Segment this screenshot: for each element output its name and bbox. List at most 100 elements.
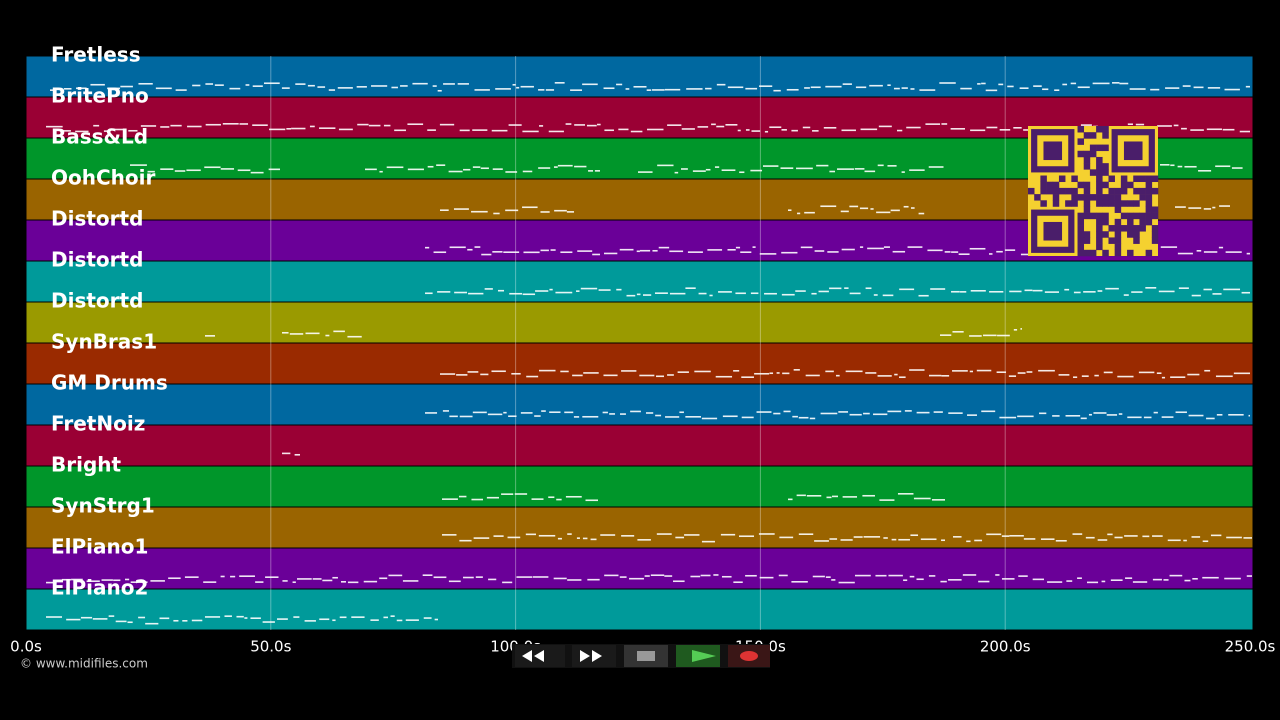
qr-module [1040,181,1047,189]
note [1077,577,1082,579]
note [840,539,853,541]
note [969,370,974,373]
qr-module [1114,231,1122,238]
qr-module [1046,181,1054,189]
note [1216,414,1223,416]
qr-module [1139,225,1146,232]
note [960,87,972,90]
note [925,123,941,125]
note [453,208,469,210]
note [597,123,601,126]
note [739,171,745,174]
note [621,535,635,537]
note [160,126,170,128]
note [46,125,63,128]
note [686,88,703,90]
note [531,498,544,500]
note [61,578,71,581]
qr-module [1096,181,1103,189]
note [1239,130,1250,133]
fast-forward-button[interactable] [572,645,616,667]
note [572,374,583,377]
note [892,250,906,253]
note [1207,87,1221,89]
track-band [25,424,1254,467]
qr-module [1096,243,1103,251]
note [832,495,838,498]
note [480,373,489,376]
note [332,576,338,579]
qr-module [1096,144,1103,152]
note [875,574,887,577]
note [553,166,558,168]
note [63,130,71,132]
track-band [25,342,1254,385]
note [983,334,997,337]
note [526,375,539,378]
copyright: © www.midifiles.com [20,657,148,671]
note [214,84,224,86]
note [1192,578,1198,580]
qr-module [1114,225,1122,232]
note [1009,290,1022,293]
note [333,330,345,333]
note [1112,82,1120,84]
note [262,621,275,623]
note [159,617,170,620]
qr-module [1083,206,1091,213]
note [950,128,965,130]
note [944,251,951,253]
note [998,83,1004,86]
note [463,576,474,579]
note [638,171,653,173]
note [1204,369,1211,372]
note [727,86,744,89]
note [1070,82,1077,85]
note [604,574,619,577]
note [721,575,732,578]
rewind-button[interactable] [515,645,565,667]
note [564,411,574,414]
note [759,85,773,87]
note [1101,580,1106,583]
note [878,125,892,128]
play-button[interactable] [676,645,720,667]
note [1119,82,1129,85]
note [573,416,580,418]
note [138,616,146,619]
note [1088,413,1092,416]
note [609,413,616,415]
note [556,498,562,501]
note [205,335,215,337]
note [681,128,695,130]
note [997,334,1010,337]
note [1129,88,1146,90]
note [1097,539,1108,541]
note [1152,535,1163,537]
qr-module [1127,249,1134,257]
note [656,533,672,535]
note [958,253,970,256]
note [1184,579,1191,582]
note [1193,86,1204,89]
note [140,125,157,127]
note [155,87,172,90]
note [814,250,825,252]
note [147,170,155,173]
note [1066,580,1073,582]
note [580,287,598,290]
note [289,333,304,335]
note [187,125,202,128]
note [764,130,769,133]
note [722,415,738,418]
record-button[interactable] [728,645,770,667]
note [390,615,395,617]
note [782,372,790,375]
note [705,87,712,90]
stop-button[interactable] [624,645,668,667]
note [804,211,815,214]
qr-module [1052,181,1060,189]
note [488,578,497,581]
note [1047,581,1063,583]
note [368,124,381,127]
